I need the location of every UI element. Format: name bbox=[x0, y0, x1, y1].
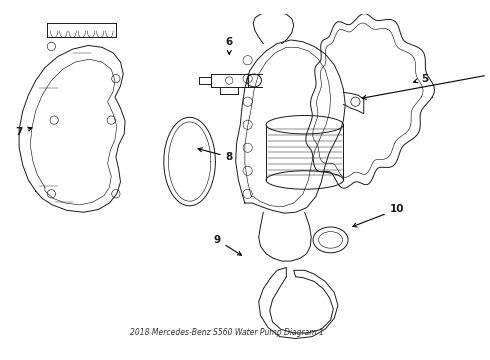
Text: 3: 3 bbox=[0, 359, 1, 360]
Text: 5: 5 bbox=[414, 74, 428, 84]
Text: 2018 Mercedes-Benz S560 Water Pump Diagram 1: 2018 Mercedes-Benz S560 Water Pump Diagr… bbox=[129, 328, 323, 337]
Text: 4: 4 bbox=[362, 69, 490, 99]
Text: 8: 8 bbox=[198, 148, 233, 162]
Text: 7: 7 bbox=[16, 127, 32, 137]
Text: 10: 10 bbox=[353, 204, 404, 227]
Text: 6: 6 bbox=[225, 37, 233, 54]
Text: 2: 2 bbox=[0, 359, 1, 360]
Text: 1: 1 bbox=[0, 359, 1, 360]
Text: 9: 9 bbox=[214, 235, 242, 255]
